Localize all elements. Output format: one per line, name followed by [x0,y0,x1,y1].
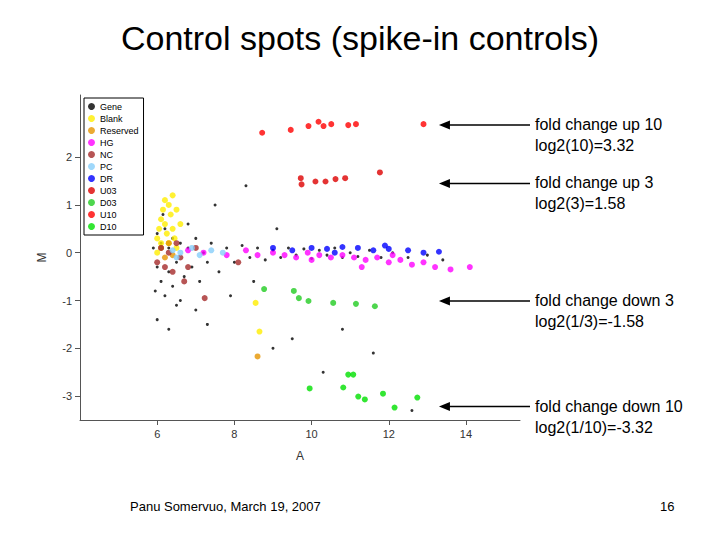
svg-text:DR: DR [100,174,113,184]
svg-text:log2(1/10)=-3.32: log2(1/10)=-3.32 [535,419,653,436]
svg-text:Reserved: Reserved [100,126,139,136]
svg-text:-3: -3 [62,390,72,402]
svg-text:fold change up 10: fold change up 10 [535,116,662,133]
svg-text:Blank: Blank [100,114,123,124]
svg-text:U10: U10 [100,210,117,220]
svg-text:HG: HG [100,138,114,148]
svg-text:log2(3)=1.58: log2(3)=1.58 [535,195,625,212]
svg-text:8: 8 [231,428,237,440]
svg-text:fold change down 10: fold change down 10 [535,398,683,415]
svg-text:-2: -2 [62,342,72,354]
svg-text:U03: U03 [100,186,117,196]
svg-text:14: 14 [460,428,472,440]
svg-text:Panu Somervuo, March 19, 2007: Panu Somervuo, March 19, 2007 [130,499,321,514]
svg-text:PC: PC [100,162,113,172]
svg-text:Control spots (spike-in contro: Control spots (spike-in controls) [121,19,599,57]
svg-text:M: M [35,253,49,263]
svg-text:log2(10)=3.32: log2(10)=3.32 [535,137,634,154]
svg-text:6: 6 [154,428,160,440]
svg-text:2: 2 [66,151,72,163]
svg-text:NC: NC [100,150,113,160]
svg-text:log2(1/3)=-1.58: log2(1/3)=-1.58 [535,313,644,330]
svg-text:fold change down 3: fold change down 3 [535,292,674,309]
svg-text:-1: -1 [62,295,72,307]
svg-text:D03: D03 [100,198,117,208]
svg-text:0: 0 [66,247,72,259]
svg-text:12: 12 [383,428,395,440]
svg-text:A: A [296,449,304,463]
svg-text:16: 16 [660,499,674,514]
svg-text:10: 10 [305,428,317,440]
svg-text:1: 1 [66,199,72,211]
svg-text:fold change up 3: fold change up 3 [535,174,653,191]
svg-text:D10: D10 [100,222,117,232]
svg-text:Gene: Gene [100,102,122,112]
